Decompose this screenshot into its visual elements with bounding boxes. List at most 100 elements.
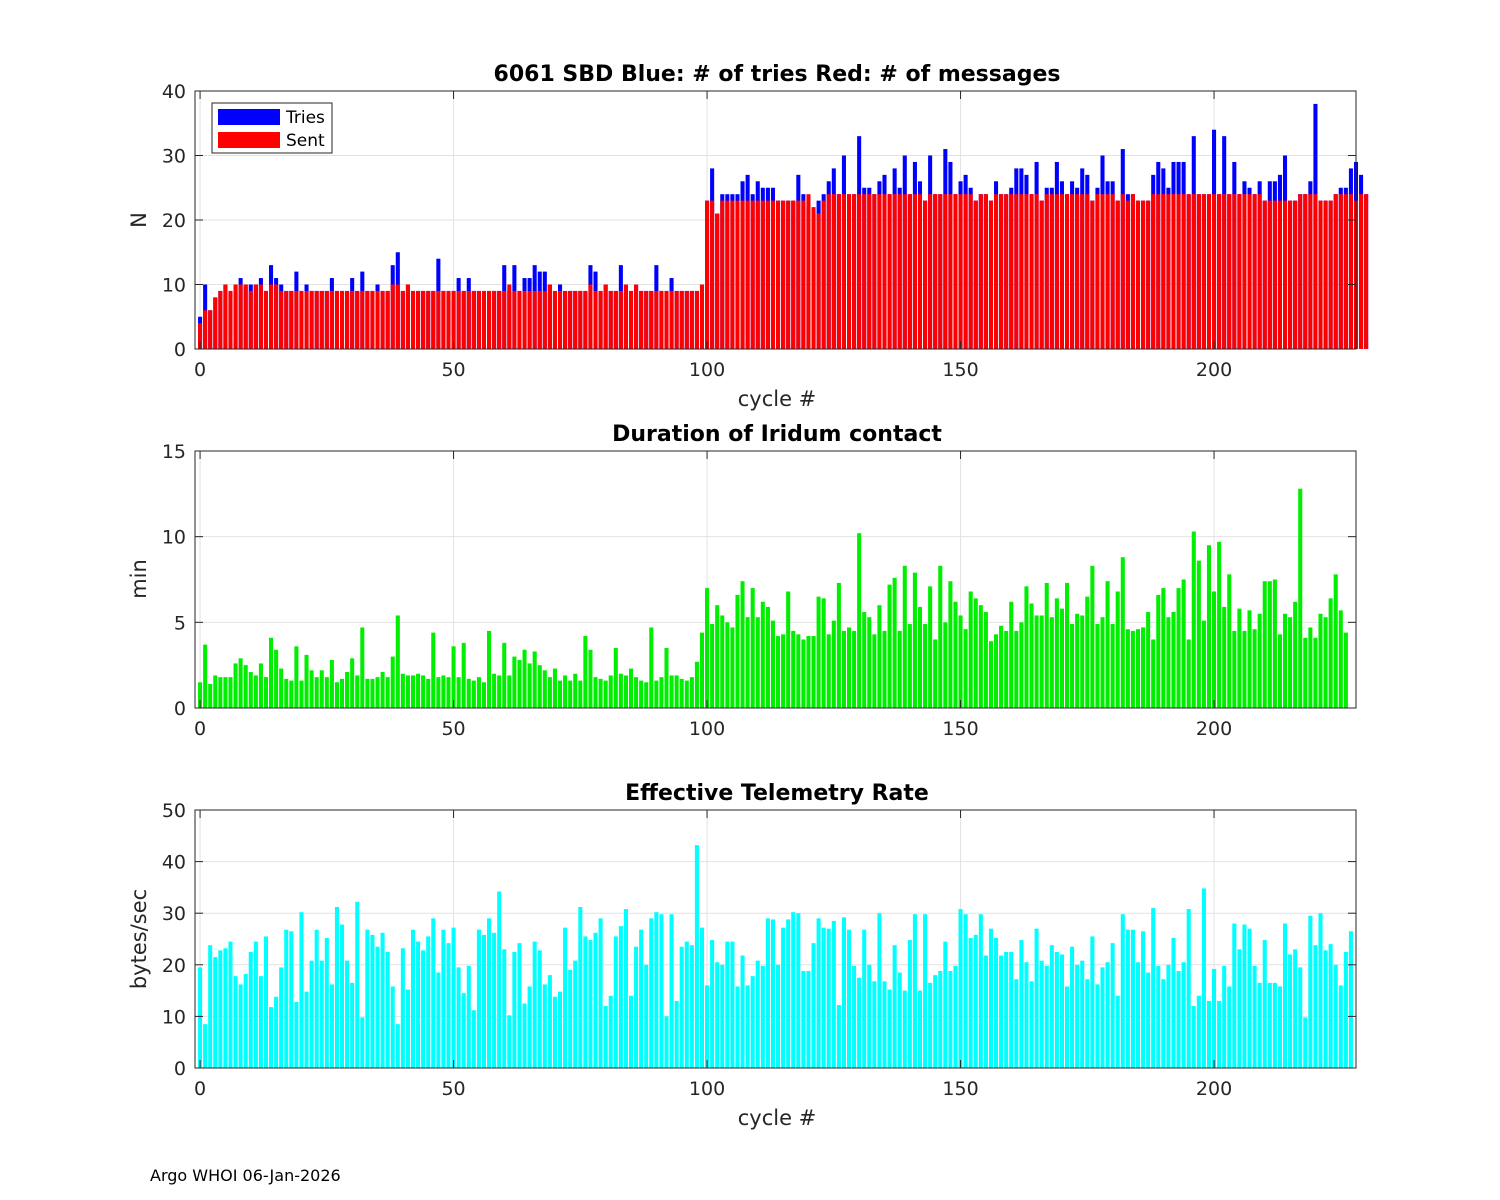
duration-bar-duration <box>1313 637 1318 708</box>
rate-bar-rate <box>400 948 405 1068</box>
rate-bar-rate <box>279 967 284 1068</box>
sbd-bar-sent <box>1298 194 1303 349</box>
duration-bar-duration <box>1120 557 1125 708</box>
duration-bar-duration <box>882 630 887 708</box>
duration-bar-duration <box>923 624 928 708</box>
sbd-bar-sent <box>198 323 203 349</box>
rate-bar-rate <box>811 943 816 1068</box>
sbd-bar-sent <box>385 290 390 349</box>
rate-bar-rate <box>1333 964 1338 1068</box>
duration-bar-duration <box>781 634 786 708</box>
sbd-bar-sent <box>289 290 294 349</box>
sbd-bar-sent <box>1110 194 1115 349</box>
rate-bar-rate <box>1348 931 1353 1068</box>
sbd-bar-sent <box>213 297 218 349</box>
duration-bar-duration <box>710 624 715 708</box>
sbd-bar-sent <box>1125 200 1130 349</box>
duration-bar-duration <box>314 677 319 708</box>
duration-bar-duration <box>948 581 953 708</box>
duration-bar-duration <box>765 606 770 708</box>
sbd-bar-sent <box>745 200 750 349</box>
sbd-bar-sent <box>279 290 284 349</box>
rate-bar-rate <box>345 960 350 1068</box>
duration-bar-duration <box>1171 612 1176 708</box>
duration-bar-duration <box>933 639 938 708</box>
rate-bar-rate <box>1141 931 1146 1068</box>
sbd-bar-sent <box>674 290 679 349</box>
duration-bar-duration <box>1176 588 1181 708</box>
sbd-bar-sent <box>1267 200 1272 349</box>
sbd-bar-sent <box>953 194 958 349</box>
duration-bar-duration <box>431 632 436 708</box>
duration-bar-duration <box>522 649 527 708</box>
duration-bar-duration <box>1267 581 1272 708</box>
rate-bar-rate <box>309 960 314 1068</box>
rate-bar-rate <box>1024 962 1029 1068</box>
rate-bar-rate <box>634 946 639 1068</box>
rate-bar-rate <box>968 937 973 1068</box>
sbd-bar-sent <box>1009 194 1014 349</box>
duration-bar-duration <box>1105 581 1110 708</box>
sbd-bar-sent <box>258 284 263 349</box>
sbd-bar-sent <box>395 284 400 349</box>
duration-bar-duration <box>1186 639 1191 708</box>
panel-sbd-xlabel: cycle # <box>738 387 817 411</box>
sbd-bar-sent <box>938 194 943 349</box>
duration-bar-duration <box>228 677 233 708</box>
duration-bar-duration <box>867 617 872 708</box>
rate-bar-rate <box>588 940 593 1068</box>
duration-bar-duration <box>436 677 441 708</box>
duration-bar-duration <box>573 673 578 708</box>
duration-bar-duration <box>715 605 720 708</box>
duration-bar-duration <box>421 675 426 708</box>
sbd-bar-sent <box>1135 200 1141 349</box>
rate-bar-rate <box>1059 954 1064 1068</box>
rate-bar-rate <box>897 972 902 1068</box>
sbd-bar-sent <box>588 284 593 349</box>
rate-bar-rate <box>613 936 618 1068</box>
sbd-bar-sent <box>1024 194 1029 349</box>
duration-bar-duration <box>1029 603 1034 708</box>
panel-duration-frame <box>194 450 1357 709</box>
rate-bar-rate <box>1171 937 1176 1068</box>
sbd-bar-sent <box>983 194 988 349</box>
sbd-bar-sent <box>1252 194 1257 349</box>
duration-bar-duration <box>776 636 781 708</box>
sbd-bar-sent <box>593 290 598 349</box>
panel-rate-xlabel: cycle # <box>738 1106 817 1130</box>
duration-bar-duration <box>497 675 502 708</box>
duration-bar-duration <box>1125 629 1130 708</box>
legend-sent-label: Sent <box>286 131 325 151</box>
rate-bar-rate <box>902 990 907 1068</box>
sbd-bar-sent <box>1222 194 1227 349</box>
duration-bar-duration <box>618 673 623 708</box>
sbd-bar-sent <box>841 194 846 349</box>
sbd-bar-sent <box>862 194 867 349</box>
rate-bar-rate <box>380 932 385 1068</box>
rate-bar-rate <box>563 927 568 1068</box>
duration-bar-duration <box>836 582 841 708</box>
duration-bar-duration <box>568 680 573 708</box>
rate-bar-rate <box>983 955 988 1068</box>
duration-bar-duration <box>243 665 248 708</box>
rate-bar-rate <box>1323 950 1328 1068</box>
sbd-bar-sent <box>644 290 649 349</box>
sbd-bar-sent <box>1227 194 1232 349</box>
sbd-bar-sent <box>1014 194 1019 349</box>
rate-bar-rate <box>294 1001 299 1068</box>
rate-bar-rate <box>1044 965 1049 1068</box>
duration-bar-duration <box>912 572 917 708</box>
duration-bar-duration <box>1009 601 1014 708</box>
sbd-bar-sent <box>684 290 689 349</box>
rate-bar-rate <box>745 985 750 1068</box>
duration-bar-duration <box>1054 598 1059 708</box>
duration-bar-duration <box>720 615 725 708</box>
duration-bar-duration <box>360 627 365 708</box>
duration-bar-duration <box>983 612 988 708</box>
sbd-bar-sent <box>1075 194 1080 349</box>
rate-bar-rate <box>948 970 953 1068</box>
sbd-bar-sent <box>816 213 821 349</box>
rate-bar-rate <box>198 967 203 1068</box>
duration-bar-duration <box>466 678 471 708</box>
x-tick-label: 150 <box>942 718 978 740</box>
